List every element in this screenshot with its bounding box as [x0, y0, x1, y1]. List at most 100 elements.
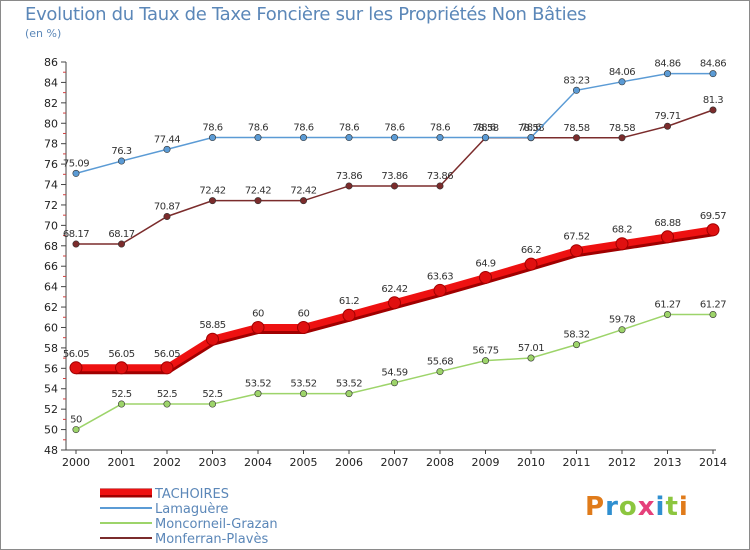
legend-label-lamagu-re: Lamaguère [155, 502, 228, 517]
data-label-moncorneil-grazan: 61.27 [654, 300, 680, 311]
y-tick-label: 70 [44, 219, 58, 232]
data-label-monferran-plav-s: 72.42 [245, 186, 271, 197]
data-point-moncorneil-grazan [709, 311, 717, 319]
data-label-lamagu-re: 78.6 [475, 123, 495, 134]
axes: 48 50 52 54 56 58 60 62 64 66 68 70 72 74 76 78 80 82 84 86… [44, 56, 727, 469]
y-tick-label: 62 [44, 301, 58, 314]
data-point-tachoires [160, 361, 174, 375]
data-point-lamagu-re [299, 134, 307, 142]
data-point-monferran-plav-s [254, 197, 262, 205]
proxiti-logo: Proxiti [585, 492, 689, 522]
data-point-lamagu-re [436, 134, 444, 142]
data-point-monferran-plav-s [299, 197, 307, 205]
data-point-moncorneil-grazan [118, 400, 126, 408]
data-label-tachoires: 64.9 [475, 258, 495, 269]
data-label-monferran-plav-s: 73.86 [336, 171, 362, 182]
x-tick-label: 2014 [699, 456, 727, 469]
data-label-lamagu-re: 78.6 [248, 123, 268, 134]
data-point-tachoires [479, 270, 492, 284]
x-tick-label: 2004 [244, 456, 272, 469]
data-point-moncorneil-grazan [481, 357, 489, 365]
data-label-monferran-plav-s: 78.58 [472, 123, 498, 134]
data-label-lamagu-re: 78.6 [202, 123, 222, 134]
data-point-lamagu-re [345, 134, 353, 142]
data-point-monferran-plav-s [345, 182, 353, 190]
y-tick-label: 76 [44, 158, 58, 171]
data-label-monferran-plav-s: 78.58 [563, 123, 589, 134]
data-point-monferran-plav-s [209, 197, 217, 205]
data-label-lamagu-re: 78.6 [293, 123, 313, 134]
legend: TACHOIRESLamaguèreMoncorneil-GrazanMonfe… [100, 487, 278, 547]
data-point-monferran-plav-s [572, 134, 580, 142]
unit-label: (en %) [25, 27, 62, 40]
data-point-monferran-plav-s [163, 212, 171, 220]
chart-title: Evolution du Taux de Taxe Foncière sur l… [25, 4, 587, 25]
x-tick-label: 2002 [153, 456, 181, 469]
data-label-moncorneil-grazan: 54.59 [381, 368, 407, 379]
data-label-moncorneil-grazan: 61.27 [700, 300, 726, 311]
data-label-monferran-plav-s: 73.86 [427, 171, 453, 182]
data-point-lamagu-re [163, 145, 171, 153]
data-label-tachoires: 68.88 [654, 218, 680, 229]
y-tick-label: 74 [44, 179, 58, 192]
data-point-lamagu-re [527, 134, 535, 142]
data-point-lamagu-re [72, 169, 80, 177]
data-point-tachoires [388, 296, 401, 310]
data-label-tachoires: 68.2 [612, 225, 632, 236]
data-point-moncorneil-grazan [436, 368, 444, 376]
data-point-monferran-plav-s [618, 134, 626, 142]
data-point-moncorneil-grazan [390, 379, 398, 387]
data-label-monferran-plav-s: 70.87 [154, 201, 180, 212]
data-point-monferran-plav-s [390, 182, 398, 190]
x-tick-label: 2010 [517, 456, 545, 469]
data-point-monferran-plav-s [72, 240, 80, 248]
data-label-monferran-plav-s: 72.42 [199, 186, 225, 197]
data-point-moncorneil-grazan [254, 390, 262, 398]
data-point-tachoires [570, 244, 583, 258]
data-label-lamagu-re: 84.06 [609, 67, 635, 78]
data-label-moncorneil-grazan: 52.5 [157, 389, 177, 400]
x-tick-label: 2006 [335, 456, 363, 469]
x-tick-label: 2003 [199, 456, 227, 469]
data-label-lamagu-re: 76.3 [111, 146, 131, 157]
data-point-monferran-plav-s [709, 106, 717, 114]
data-point-moncorneil-grazan [618, 326, 626, 334]
data-label-monferran-plav-s: 81.3 [703, 95, 723, 106]
y-tick-label: 54 [44, 383, 58, 396]
data-label-moncorneil-grazan: 53.52 [245, 379, 271, 390]
data-point-moncorneil-grazan [163, 400, 171, 408]
legend-label-tachoires: TACHOIRES [154, 487, 229, 502]
x-tick-label: 2005 [290, 456, 318, 469]
data-label-monferran-plav-s: 72.42 [290, 186, 316, 197]
data-label-lamagu-re: 78.6 [384, 123, 404, 134]
data-point-lamagu-re [254, 134, 262, 142]
legend-label-moncorneil-grazan: Moncorneil-Grazan [155, 517, 278, 532]
x-tick-label: 2008 [426, 456, 454, 469]
data-label-tachoires: 60 [298, 308, 310, 319]
y-tick-label: 68 [44, 240, 58, 253]
data-point-tachoires [706, 223, 720, 237]
data-label-lamagu-re: 84.86 [654, 59, 680, 70]
data-label-moncorneil-grazan: 57.01 [518, 343, 544, 354]
data-label-lamagu-re: 78.6 [339, 123, 359, 134]
x-tick-label: 2013 [654, 456, 682, 469]
data-label-tachoires: 69.57 [700, 211, 726, 222]
x-tick-label: 2011 [563, 456, 591, 469]
y-tick-label: 58 [44, 342, 58, 355]
data-label-tachoires: 56.05 [154, 349, 180, 360]
y-tick-label: 60 [44, 321, 58, 334]
y-tick-label: 82 [44, 97, 58, 110]
data-point-moncorneil-grazan [572, 341, 580, 349]
y-tick-label: 80 [44, 117, 58, 130]
x-tick-label: 2001 [108, 456, 136, 469]
data-point-tachoires [206, 332, 219, 346]
data-label-tachoires: 61.2 [339, 296, 359, 307]
data-point-tachoires [115, 361, 128, 375]
y-tick-label: 52 [44, 403, 58, 416]
data-label-moncorneil-grazan: 59.78 [609, 315, 635, 326]
data-point-moncorneil-grazan [527, 354, 535, 362]
data-point-lamagu-re [390, 134, 398, 142]
data-point-moncorneil-grazan [345, 390, 353, 398]
x-tick-label: 2007 [381, 456, 409, 469]
